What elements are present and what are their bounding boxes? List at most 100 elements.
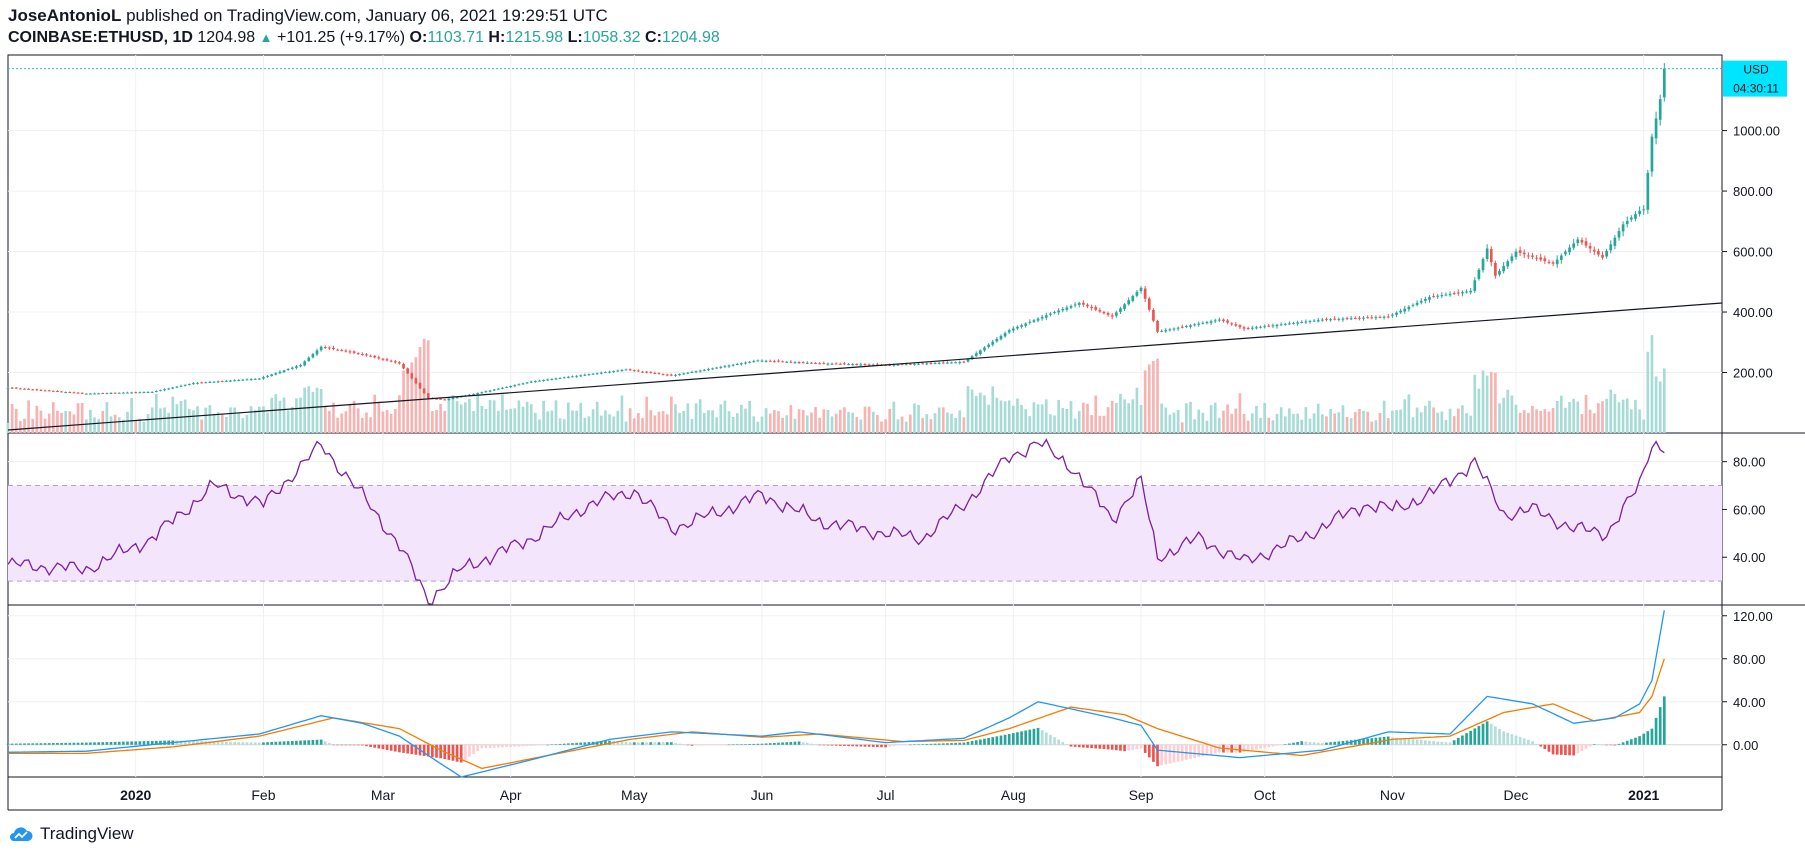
macd-histogram-bar (19, 743, 22, 745)
macd-histogram-bar (1152, 744, 1155, 762)
candle-body (1481, 259, 1485, 271)
candle-body (1180, 326, 1184, 328)
macd-histogram-bar (410, 744, 414, 755)
tradingview-logo[interactable]: TradingView (8, 824, 134, 844)
candle-body (1036, 318, 1040, 321)
volume-bar (414, 357, 418, 433)
candle-body (1502, 266, 1505, 272)
macd-histogram-bar (105, 742, 109, 745)
macd-histogram-bar (1238, 744, 1242, 753)
macd-histogram-bar (1399, 738, 1402, 745)
volume-bar (1321, 414, 1324, 433)
candle-body (756, 360, 760, 362)
volume-bar (661, 411, 665, 433)
macd-histogram-bar (921, 744, 925, 745)
volume-bar (748, 401, 751, 433)
candle-body (426, 393, 430, 399)
candle-body (962, 361, 966, 363)
candle-body (476, 393, 480, 395)
candle-body (179, 385, 183, 387)
volume-bar (389, 413, 393, 433)
volume-bar (1419, 412, 1423, 433)
macd-histogram-bar (1333, 741, 1337, 745)
volume-bar (282, 397, 286, 433)
candle-body (76, 392, 80, 394)
volume-bar (1498, 403, 1501, 433)
y-tick-label: 40.00 (1733, 550, 1766, 565)
macd-histogram-bar (1547, 744, 1551, 752)
volume-bar (1609, 389, 1613, 433)
macd-histogram-bar (521, 744, 525, 747)
macd-histogram-bar (1292, 742, 1295, 745)
author-name[interactable]: JoseAntonioL (8, 6, 122, 25)
candle-body (567, 376, 570, 378)
macd-histogram-bar (1531, 741, 1534, 745)
macd-histogram-bar (966, 741, 970, 745)
macd-histogram-bar (970, 741, 974, 745)
volume-bar (212, 413, 216, 433)
volume-bar (678, 412, 681, 433)
up-triangle-icon: ▲ (259, 30, 273, 45)
candle-body (1090, 306, 1093, 309)
macd-histogram-bar (159, 740, 162, 745)
volume-bar (1222, 410, 1225, 433)
volume-bar (451, 395, 455, 433)
candle-body (657, 373, 661, 375)
candle-body (785, 361, 789, 363)
macd-histogram-bar (278, 741, 282, 745)
candle-body (1061, 309, 1065, 311)
macd-histogram-bar (1024, 730, 1028, 745)
candle-body (1143, 288, 1147, 299)
candle-body (1514, 251, 1518, 258)
volume-bar (1152, 361, 1155, 433)
candle-body (645, 371, 648, 373)
candle-body (760, 360, 764, 362)
y-tick-label: 800.00 (1733, 184, 1773, 199)
high-label: H: (488, 29, 506, 46)
macd-histogram-bar (1300, 741, 1304, 745)
macd-histogram-bar (1172, 744, 1176, 763)
volume-bar (752, 416, 756, 433)
volume-bar (150, 407, 154, 433)
macd-histogram-bar (863, 744, 867, 747)
macd-histogram-bar (678, 743, 681, 745)
volume-bar (381, 411, 385, 433)
candle-body (908, 363, 912, 365)
volume-bar (204, 407, 208, 433)
candle-body (529, 381, 533, 383)
candle-body (501, 387, 504, 389)
candle-body (1469, 290, 1473, 293)
volume-bar (1646, 351, 1650, 433)
macd-histogram-bar (142, 741, 146, 745)
volume-bar (1605, 398, 1608, 433)
candle-body (385, 359, 389, 361)
volume-bar (1514, 404, 1518, 433)
macd-histogram-bar (501, 744, 504, 748)
volume-bar (431, 411, 434, 433)
candle-body (1123, 304, 1126, 310)
symbol-label[interactable]: COINBASE:ETHUSD, 1D (8, 29, 193, 46)
macd-histogram-bar (1506, 732, 1510, 745)
candle-body (1292, 322, 1295, 324)
volume-bar (109, 416, 113, 433)
volume-bar (1568, 401, 1571, 433)
candle-body (1391, 314, 1394, 316)
volume-bar (1160, 403, 1163, 433)
candle-body (1366, 317, 1370, 319)
y-tick-label: 80.00 (1733, 652, 1766, 667)
macd-histogram-bar (1374, 737, 1378, 745)
volume-bar (1469, 415, 1473, 433)
candle-body (768, 360, 772, 362)
macd-histogram-bar (1650, 728, 1654, 745)
macd-histogram-bar (459, 744, 463, 763)
macd-histogram-bar (1469, 730, 1473, 745)
candle-body (1424, 298, 1427, 301)
volume-bar (1139, 404, 1143, 433)
candle-body (340, 349, 344, 351)
volume-bar (187, 408, 191, 433)
candle-body (51, 390, 55, 392)
macd-histogram-bar (488, 744, 492, 748)
volume-bar (1114, 402, 1118, 433)
macd-histogram-bar (1407, 738, 1411, 745)
